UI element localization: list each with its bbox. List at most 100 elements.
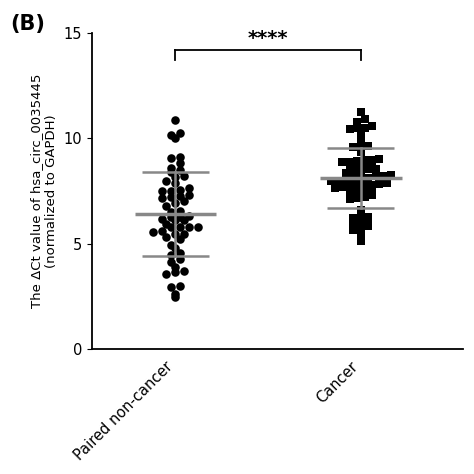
Point [383, 179, 391, 187]
Point [167, 213, 175, 220]
Point [354, 157, 361, 165]
Point [172, 264, 179, 271]
Point [346, 158, 354, 165]
Point [331, 184, 339, 191]
Point [167, 187, 175, 194]
Point [185, 212, 192, 220]
Point [181, 172, 188, 180]
Point [176, 159, 183, 166]
Point [163, 220, 170, 228]
Point [350, 175, 357, 183]
Point [357, 175, 365, 182]
Point [158, 216, 166, 223]
Point [354, 118, 361, 126]
Point [354, 187, 361, 195]
Point [357, 131, 365, 138]
Point [172, 230, 179, 237]
Point [172, 216, 179, 224]
Point [163, 271, 170, 278]
Point [346, 190, 354, 198]
Point [357, 168, 365, 176]
Point [176, 207, 183, 215]
Point [387, 172, 394, 179]
Point [172, 293, 179, 301]
Point [357, 138, 365, 146]
Point [368, 191, 376, 199]
Point [357, 148, 365, 156]
Point [357, 231, 365, 239]
Point [167, 154, 175, 162]
Point [176, 192, 183, 200]
Text: ****: **** [248, 29, 288, 48]
Point [167, 168, 175, 175]
Point [338, 183, 346, 191]
Point [167, 131, 175, 139]
Point [167, 164, 175, 172]
Point [181, 216, 188, 223]
Point [176, 129, 183, 137]
Point [181, 267, 188, 275]
Point [372, 165, 380, 173]
Point [158, 227, 166, 235]
Point [342, 176, 350, 184]
Point [167, 209, 175, 216]
Point [167, 193, 175, 201]
Point [328, 178, 335, 185]
Point [372, 173, 380, 180]
Point [172, 134, 179, 142]
Point [361, 157, 368, 164]
Point [149, 228, 157, 236]
Point [354, 183, 361, 191]
Point [185, 184, 192, 192]
Point [163, 202, 170, 210]
Point [368, 184, 376, 192]
Point [354, 124, 361, 132]
Point [357, 237, 365, 245]
Point [172, 173, 179, 181]
Point [354, 164, 361, 172]
Point [176, 153, 183, 161]
Point [176, 235, 183, 243]
Point [346, 183, 354, 191]
Point [167, 224, 175, 231]
Point [365, 213, 372, 221]
Point [368, 161, 376, 168]
Point [176, 166, 183, 174]
Point [368, 156, 376, 164]
Point [176, 213, 183, 220]
Point [357, 224, 365, 231]
Point [176, 224, 183, 231]
Point [361, 186, 368, 193]
Point [172, 291, 179, 298]
Point [172, 179, 179, 186]
Point [185, 191, 192, 198]
Point [185, 223, 192, 231]
Point [365, 142, 372, 149]
Point [357, 207, 365, 214]
Point [167, 283, 175, 291]
Point [176, 186, 183, 193]
Point [167, 251, 175, 258]
Point [354, 194, 361, 201]
Point [365, 166, 372, 173]
Point [167, 241, 175, 248]
Point [361, 162, 368, 169]
Point [350, 144, 357, 151]
Point [346, 126, 354, 133]
Point [176, 255, 183, 263]
Point [172, 244, 179, 252]
Point [361, 124, 368, 132]
Point [167, 258, 175, 266]
Point [368, 122, 376, 130]
Point [375, 155, 383, 163]
Point [365, 216, 372, 223]
Point [375, 180, 383, 187]
Point [181, 197, 188, 204]
Point [172, 199, 179, 206]
Point [365, 222, 372, 230]
Point [163, 177, 170, 184]
Point [361, 182, 368, 190]
Point [357, 143, 365, 150]
Point [350, 169, 357, 176]
Text: (B): (B) [10, 14, 45, 34]
